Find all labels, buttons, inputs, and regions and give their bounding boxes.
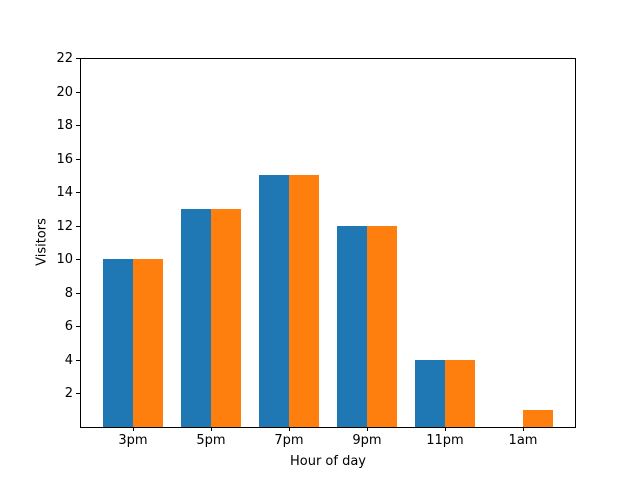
x-tick-label-7pm: 7pm <box>274 433 304 448</box>
x-tick-label-11pm: 11pm <box>426 433 464 448</box>
x-tick-mark-5pm <box>211 427 212 431</box>
bar-1am-series-orange <box>523 410 553 427</box>
x-tick-label-9pm: 9pm <box>352 433 382 448</box>
x-tick-label-5pm: 5pm <box>196 433 226 448</box>
y-tick-mark-18 <box>76 125 80 126</box>
bar-7pm-series-orange <box>289 175 319 427</box>
y-tick-mark-22 <box>76 58 80 59</box>
y-tick-mark-16 <box>76 159 80 160</box>
y-tick-label-8: 8 <box>64 286 73 301</box>
y-tick-mark-10 <box>76 259 80 260</box>
y-tick-label-18: 18 <box>56 118 73 133</box>
y-tick-label-2: 2 <box>64 386 73 401</box>
x-tick-mark-11pm <box>445 427 446 431</box>
bar-5pm-series-orange <box>211 209 241 427</box>
bar-11pm-series-orange <box>445 360 475 427</box>
bar-9pm-series-orange <box>367 226 397 427</box>
x-tick-label-1am: 1am <box>508 433 538 448</box>
y-tick-label-6: 6 <box>64 319 73 334</box>
y-tick-mark-4 <box>76 360 80 361</box>
y-tick-label-4: 4 <box>64 353 73 368</box>
bar-11pm-series-blue <box>415 360 445 427</box>
y-tick-mark-14 <box>76 192 80 193</box>
y-tick-label-22: 22 <box>56 51 73 66</box>
y-tick-mark-12 <box>76 226 80 227</box>
y-tick-mark-8 <box>76 293 80 294</box>
y-tick-label-10: 10 <box>56 252 73 267</box>
bar-3pm-series-blue <box>103 259 133 427</box>
y-tick-label-20: 20 <box>56 85 73 100</box>
y-tick-label-12: 12 <box>56 219 73 234</box>
x-tick-mark-9pm <box>367 427 368 431</box>
y-tick-label-16: 16 <box>56 152 73 167</box>
x-tick-mark-7pm <box>289 427 290 431</box>
y-tick-label-14: 14 <box>56 185 73 200</box>
x-tick-mark-1am <box>523 427 524 431</box>
bar-3pm-series-orange <box>133 259 163 427</box>
x-tick-label-3pm: 3pm <box>118 433 148 448</box>
bar-9pm-series-blue <box>337 226 367 427</box>
y-tick-mark-6 <box>76 326 80 327</box>
bar-5pm-series-blue <box>181 209 211 427</box>
bar-7pm-series-blue <box>259 175 289 427</box>
plot-area <box>80 58 576 428</box>
x-tick-mark-3pm <box>133 427 134 431</box>
x-axis-label: Hour of day <box>289 454 367 469</box>
y-tick-mark-2 <box>76 393 80 394</box>
y-tick-mark-20 <box>76 92 80 93</box>
